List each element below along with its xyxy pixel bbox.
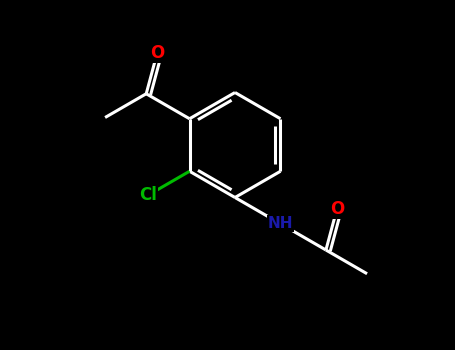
Text: O: O [330,200,344,218]
Text: NH: NH [268,216,293,231]
Text: O: O [150,44,164,62]
Text: Cl: Cl [140,186,157,204]
